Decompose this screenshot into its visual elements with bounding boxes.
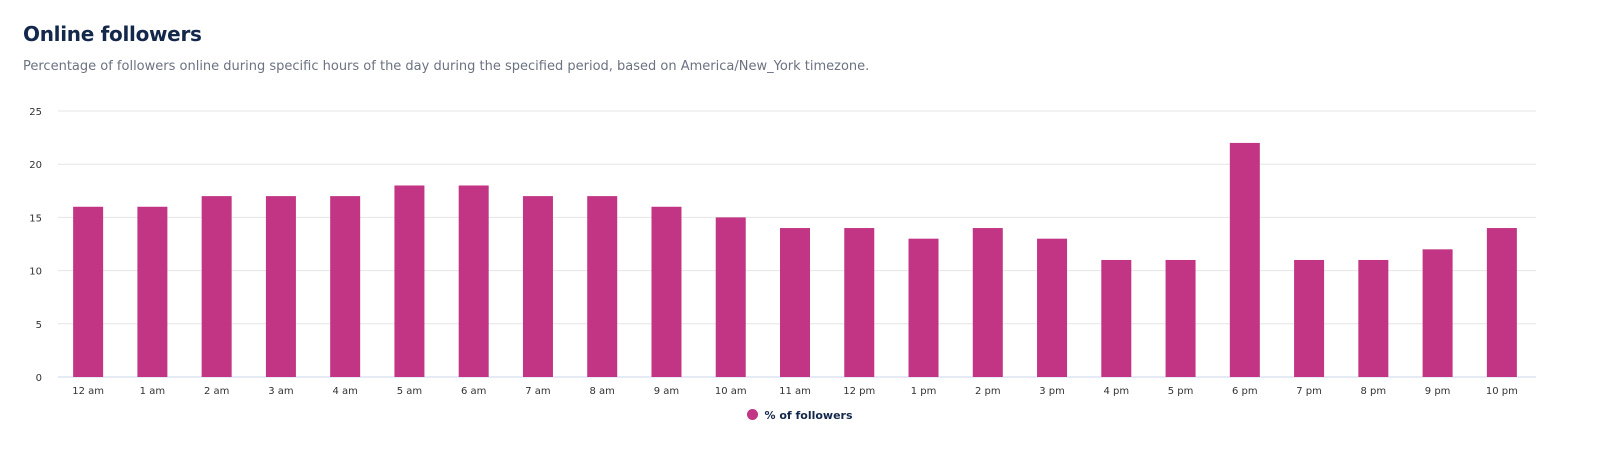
x-tick-label: 10 pm bbox=[1486, 386, 1518, 397]
x-tick-label: 6 am bbox=[461, 386, 486, 397]
x-tick-label: 9 pm bbox=[1425, 386, 1451, 397]
x-tick-label: 7 am bbox=[525, 386, 550, 397]
bar[interactable] bbox=[137, 206, 168, 377]
x-tick-label: 1 am bbox=[140, 386, 165, 397]
y-tick-label: 15 bbox=[29, 213, 42, 224]
x-tick-label: 4 pm bbox=[1103, 386, 1129, 397]
bar[interactable] bbox=[73, 206, 104, 377]
bar[interactable] bbox=[908, 238, 939, 377]
x-tick-label: 2 pm bbox=[975, 386, 1001, 397]
bar[interactable] bbox=[844, 228, 875, 377]
x-tick-label: 4 am bbox=[332, 386, 357, 397]
legend-marker-icon bbox=[747, 409, 759, 420]
x-tick-label: 5 am bbox=[397, 386, 422, 397]
y-tick-label: 25 bbox=[29, 107, 42, 118]
y-tick-label: 10 bbox=[29, 267, 42, 278]
x-tick-label: 8 pm bbox=[1361, 386, 1387, 397]
chart-subtitle: Percentage of followers online during sp… bbox=[23, 59, 870, 74]
x-tick-label: 9 am bbox=[654, 386, 679, 397]
x-tick-label: 3 am bbox=[268, 386, 293, 397]
bar[interactable] bbox=[265, 196, 296, 377]
bar[interactable] bbox=[972, 228, 1003, 377]
bar[interactable] bbox=[1422, 249, 1453, 377]
bar[interactable] bbox=[1486, 228, 1517, 377]
bar[interactable] bbox=[201, 196, 232, 377]
bar[interactable] bbox=[780, 228, 810, 377]
bar[interactable] bbox=[1358, 259, 1389, 377]
x-tick-label: 1 pm bbox=[911, 386, 937, 397]
y-tick-label: 20 bbox=[29, 160, 42, 171]
x-tick-label: 6 pm bbox=[1232, 386, 1258, 397]
x-tick-label: 12 am bbox=[72, 386, 104, 397]
x-tick-label: 3 pm bbox=[1039, 386, 1065, 397]
bar[interactable] bbox=[651, 206, 682, 377]
y-tick-label: 5 bbox=[36, 320, 42, 331]
bar[interactable] bbox=[1165, 259, 1196, 377]
x-tick-label: 7 pm bbox=[1296, 386, 1322, 397]
bar[interactable] bbox=[522, 196, 553, 377]
bar[interactable] bbox=[330, 196, 361, 377]
bar[interactable] bbox=[1294, 259, 1325, 377]
x-tick-label: 10 am bbox=[715, 386, 747, 397]
bar[interactable] bbox=[1101, 259, 1132, 377]
chart-title: Online followers bbox=[23, 22, 202, 46]
bar[interactable] bbox=[394, 185, 425, 377]
bar[interactable] bbox=[1037, 238, 1068, 377]
x-tick-label: 2 am bbox=[204, 386, 229, 397]
bar[interactable] bbox=[715, 217, 746, 377]
x-tick-label: 8 am bbox=[590, 386, 615, 397]
x-tick-label: 11 am bbox=[779, 386, 811, 397]
bar[interactable] bbox=[458, 185, 489, 377]
x-tick-label: 5 pm bbox=[1168, 386, 1194, 397]
legend[interactable]: % of followers bbox=[0, 409, 1600, 422]
x-tick-label: 12 pm bbox=[843, 386, 875, 397]
bar[interactable] bbox=[1229, 142, 1260, 377]
y-tick-label: 0 bbox=[36, 373, 42, 384]
legend-label: % of followers bbox=[764, 409, 853, 422]
bar[interactable] bbox=[587, 196, 618, 377]
